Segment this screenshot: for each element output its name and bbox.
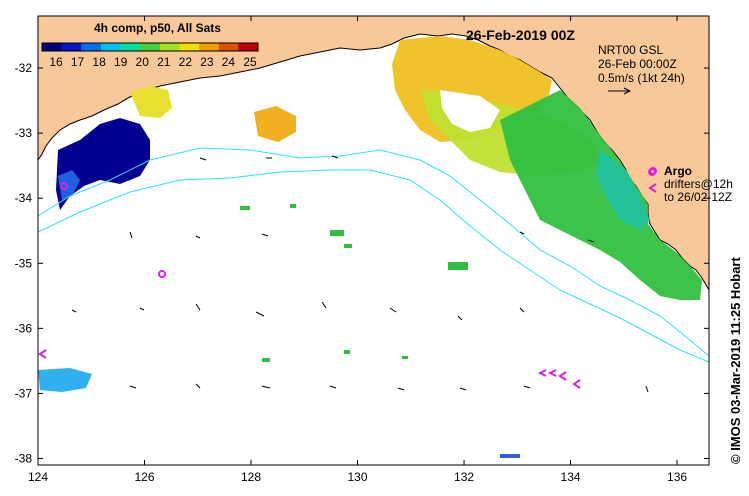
x-tick-label: 132 xyxy=(454,470,474,484)
argo-float-icon xyxy=(649,167,657,175)
legend-tick-label: 24 xyxy=(222,55,236,69)
legend-tick-label: 17 xyxy=(71,55,85,69)
legend-title: 4h comp, p50, All Sats xyxy=(94,21,221,35)
legend-tick-label: 20 xyxy=(136,55,150,69)
contour-shelf xyxy=(38,147,709,357)
map-title: 26-Feb-2019 00Z xyxy=(466,27,575,43)
sst-orange-patch xyxy=(254,106,296,142)
velocity-info: NRT00 GSL 26-Feb 00:00Z 0.5m/s (1kt 24h) xyxy=(598,43,685,95)
y-tick-label: -33 xyxy=(15,126,33,140)
legend-swatch xyxy=(42,43,63,51)
credit-text: © IMOS 03-Mar-2019 11:25 Hobart xyxy=(728,257,743,464)
argo-label: Argo xyxy=(664,164,692,178)
sst-lightblue-patch xyxy=(38,368,92,392)
legend-tick-label: 25 xyxy=(243,55,257,69)
legend-swatch xyxy=(218,43,239,51)
legend-ticks: 16 17 18 19 20 21 22 23 24 25 xyxy=(49,55,257,69)
legend-swatch xyxy=(140,43,161,51)
legend-tick-label: 23 xyxy=(200,55,214,69)
plot-frame xyxy=(37,15,710,466)
velocity-info-line2: 26-Feb 00:00Z xyxy=(598,57,677,71)
sst-blue-speck xyxy=(500,454,520,458)
y-tick-label: -32 xyxy=(15,61,33,75)
legend-tick-label: 22 xyxy=(179,55,193,69)
x-tick-label: 126 xyxy=(134,470,154,484)
y-tick-label: -37 xyxy=(15,386,33,400)
legend-frame xyxy=(41,42,259,52)
legend-colorbar xyxy=(42,43,259,51)
legend-swatch xyxy=(199,43,220,51)
legend-tick-label: 21 xyxy=(157,55,171,69)
legend-tick-label: 19 xyxy=(114,55,128,69)
contour-slope xyxy=(38,169,709,363)
x-tick-label: 130 xyxy=(348,470,368,484)
sst-swath-green xyxy=(500,90,702,300)
legend-swatch xyxy=(120,43,141,51)
y-tick-label: -38 xyxy=(15,451,33,465)
legend-swatch xyxy=(238,43,259,51)
x-tick-label: 128 xyxy=(241,470,261,484)
y-tick-label: -35 xyxy=(15,256,33,270)
x-axis: 124 126 128 130 132 134 136 xyxy=(28,16,687,484)
drifter-icon xyxy=(648,183,657,193)
sst-yellow-patch-west xyxy=(130,86,172,118)
legend-swatch xyxy=(100,43,122,51)
y-tick-label: -36 xyxy=(15,321,33,335)
legend-swatch xyxy=(61,43,82,51)
legend-swatch xyxy=(81,43,102,51)
x-tick-label: 124 xyxy=(28,470,48,484)
legend-swatch xyxy=(179,43,200,51)
argo-line3: to 26/02-12Z xyxy=(664,190,732,204)
sst-gap xyxy=(440,90,500,132)
sst-cold-patch xyxy=(56,118,150,210)
sst-swath-teal xyxy=(596,150,650,230)
x-tick-label: 134 xyxy=(561,470,581,484)
sst-specks xyxy=(240,204,468,362)
x-tick-label: 136 xyxy=(667,470,687,484)
velocity-arrows xyxy=(71,155,649,393)
velocity-info-line1: NRT00 GSL xyxy=(598,43,663,57)
legend-tick-label: 16 xyxy=(49,55,63,69)
sst-cold-patch-2 xyxy=(58,170,80,200)
legend-tick-label: 18 xyxy=(92,55,106,69)
y-axis: -32 -33 -34 -35 -36 -37 -38 xyxy=(15,61,709,465)
argo-line2: drifters@12h xyxy=(664,177,733,191)
legend-swatch xyxy=(159,43,180,51)
y-tick-label: -34 xyxy=(15,191,33,205)
legend: 4h comp, p50, All Sats 16 17 18 19 20 21 22 23 2… xyxy=(41,21,259,69)
argo-legend: Argo drifters@12h to 26/02-12Z xyxy=(648,164,733,204)
velocity-info-line3: 0.5m/s (1kt 24h) xyxy=(598,71,685,85)
